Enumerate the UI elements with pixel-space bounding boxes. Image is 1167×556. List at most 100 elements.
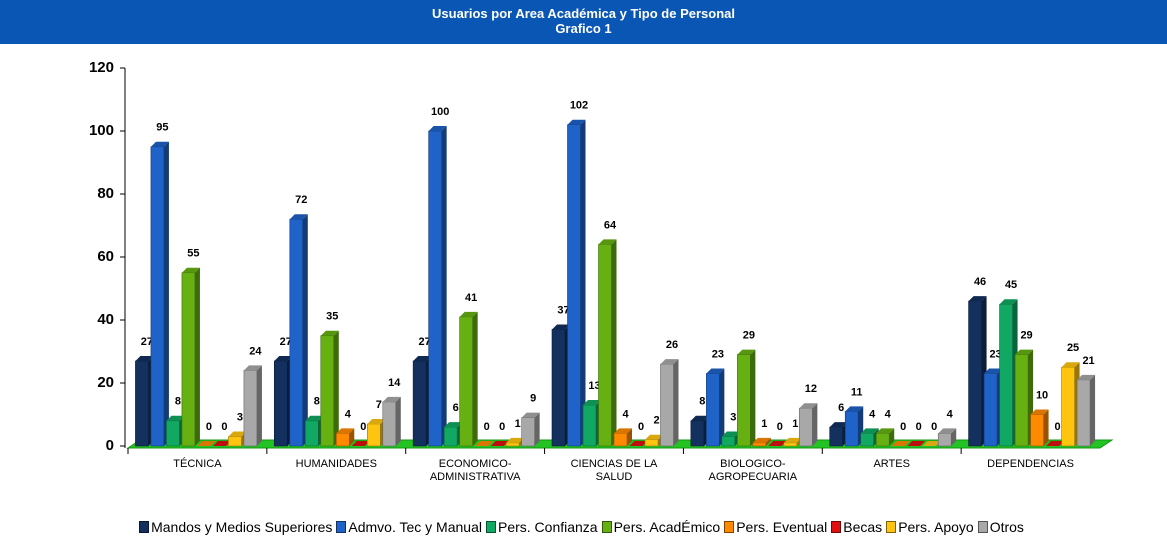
data-label: 2 <box>653 415 659 427</box>
legend-item: Pers. Apoyo <box>886 519 974 535</box>
bar <box>629 441 648 446</box>
bar-front <box>582 404 597 447</box>
data-label: 0 <box>777 421 783 433</box>
legend-item: Mandos y Medios Superiores <box>139 519 332 535</box>
bar-front <box>366 423 381 447</box>
data-label: 27 <box>141 336 153 348</box>
data-label: 23 <box>989 348 1001 360</box>
bar <box>181 267 200 447</box>
y-tick-label: 120 <box>89 59 114 76</box>
bar-side <box>302 214 308 446</box>
data-label: 4 <box>622 408 629 420</box>
bar-top <box>829 422 848 428</box>
bar-top <box>845 406 864 412</box>
bar-top <box>305 415 324 421</box>
data-label: 6 <box>838 402 844 414</box>
data-label: 11 <box>851 386 863 398</box>
bar-front <box>289 218 304 447</box>
data-label: 12 <box>805 383 817 395</box>
data-label: 95 <box>156 122 168 134</box>
data-label: 14 <box>388 377 401 389</box>
bar <box>937 428 957 447</box>
bar-top <box>459 311 478 317</box>
data-label: 41 <box>465 292 477 304</box>
bar-front <box>598 244 612 447</box>
bar-side <box>889 428 895 446</box>
data-label: 1 <box>792 418 798 430</box>
bar-side <box>395 396 401 446</box>
data-label: 4 <box>869 408 876 420</box>
bar-top <box>1077 374 1096 380</box>
bar-front <box>844 411 859 447</box>
bar-front <box>273 360 288 447</box>
bar <box>752 437 771 447</box>
bar <box>212 441 231 446</box>
bar <box>907 441 926 446</box>
bar <box>150 141 169 447</box>
bar-top <box>475 441 494 446</box>
data-label: 0 <box>916 421 922 433</box>
bar-top <box>598 239 617 245</box>
data-label: 9 <box>530 393 536 405</box>
y-tick-label: 20 <box>97 374 114 391</box>
bar-top <box>614 428 632 434</box>
bar-top <box>968 296 987 302</box>
legend-label: Pers. AcadÉmico <box>613 519 721 535</box>
bar-front <box>166 420 180 447</box>
chart-title: Usuarios por Area Académica y Tipo de Pe… <box>432 6 735 21</box>
data-label: 25 <box>1067 342 1079 354</box>
bar-top <box>336 428 355 434</box>
header: Usuarios por Area Académica y Tipo de Pe… <box>0 0 1167 44</box>
data-label: 4 <box>885 408 892 420</box>
bar-top <box>799 403 818 409</box>
bar-front <box>505 442 520 447</box>
bar-side <box>673 359 679 446</box>
data-label: 1 <box>761 418 767 430</box>
legend-swatch <box>977 521 988 533</box>
bar <box>490 441 509 446</box>
legend-item: Pers. AcadÉmico <box>601 519 721 535</box>
x-tick-label: TÉCNICA <box>173 458 222 470</box>
legend-swatch <box>139 521 150 533</box>
bar-top <box>706 368 725 374</box>
bar-front <box>181 272 196 447</box>
bar <box>521 412 540 447</box>
y-tick-label: 0 <box>106 437 114 454</box>
data-label: 4 <box>345 408 352 420</box>
data-label: 1 <box>515 418 521 430</box>
bar-side <box>194 267 200 446</box>
bar-top <box>583 400 601 406</box>
bar-top <box>274 355 293 361</box>
data-label: 46 <box>974 276 986 288</box>
bar-front <box>335 433 350 447</box>
data-label: 7 <box>376 399 382 411</box>
bar-top <box>907 441 926 446</box>
bar-front <box>521 417 535 447</box>
bar-top <box>506 437 525 443</box>
bar <box>567 119 586 447</box>
bar <box>1046 441 1065 446</box>
bar <box>459 311 478 447</box>
bar-top <box>428 126 447 131</box>
data-label: 0 <box>931 421 937 433</box>
bar-front <box>706 373 720 447</box>
data-label: 100 <box>431 106 449 118</box>
y-tick-label: 40 <box>97 311 114 328</box>
x-tick-label: DEPENDENCIAS <box>987 458 1074 470</box>
bar <box>598 239 617 447</box>
legend-swatch <box>886 521 897 533</box>
bar-front <box>983 373 998 447</box>
bar-side <box>256 365 262 446</box>
bar-top <box>289 214 308 220</box>
bar-front <box>799 407 813 447</box>
bar-side <box>534 412 540 446</box>
data-label: 13 <box>588 380 600 392</box>
bar-front <box>443 426 458 447</box>
bar-top <box>737 349 756 355</box>
data-label: 72 <box>295 194 307 206</box>
data-label: 35 <box>326 311 338 323</box>
bar-top <box>752 437 771 443</box>
bar-front <box>243 370 258 447</box>
bar-front <box>783 442 798 447</box>
x-tick-label: CIENCIAS DE LA SALUD <box>570 458 658 483</box>
